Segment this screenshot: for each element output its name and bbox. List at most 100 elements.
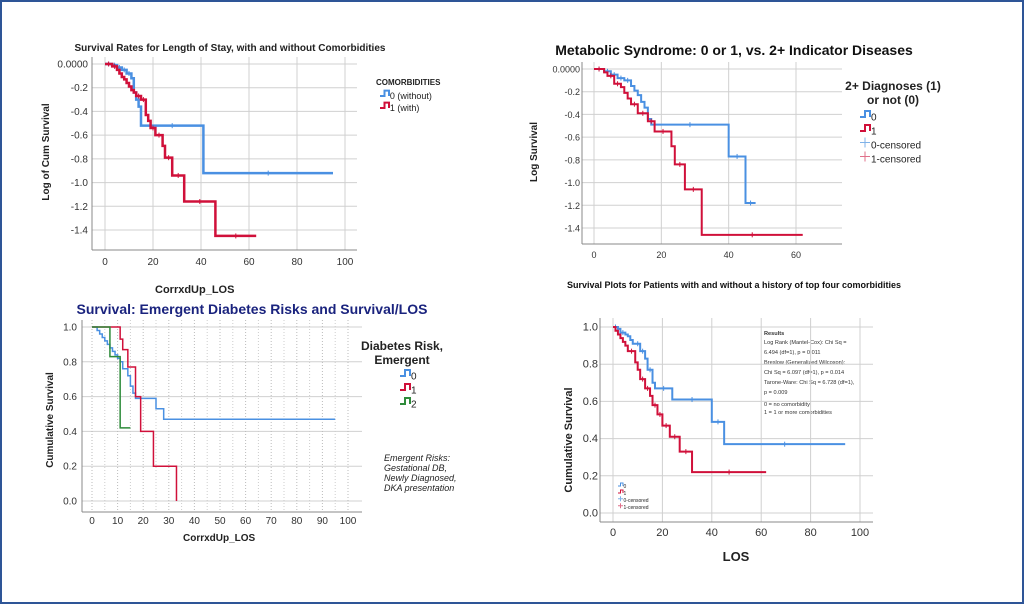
x-tick-label: 40 [706, 527, 718, 539]
x-tick-label: 40 [189, 516, 201, 527]
series-line-1 [92, 326, 178, 501]
x-tick-label: 20 [138, 516, 150, 527]
x-tick-label: 20 [656, 250, 666, 260]
legend-label: 1-censored [871, 155, 921, 166]
y-tick-label: 0.8 [583, 359, 598, 371]
results-line: Log Rank (Mantel-Cox): Chi Sq = [764, 340, 847, 346]
x-tick-label: 100 [340, 516, 357, 527]
legend-label: 1 (with) [390, 103, 420, 113]
legend-step-icon [380, 101, 390, 109]
x-tick-label: 70 [266, 516, 278, 527]
chart-title: Metabolic Syndrome: 0 or 1, vs. 2+ Indic… [555, 42, 913, 58]
results-line: Chi Sq = 6.097 (df=1), p = 0.014 [764, 370, 844, 376]
y-tick-label: -1.4 [564, 224, 580, 234]
results-line: 1 = 1 or more comorbidities [764, 410, 832, 416]
y-tick-label: -1.4 [71, 226, 89, 237]
annotation-line: Gestational DB, [384, 463, 447, 473]
legend-step-icon [618, 489, 624, 494]
legend-label: 2 [411, 400, 417, 411]
legend-title-line2: or not (0) [867, 93, 919, 107]
legend-step-icon [400, 397, 411, 405]
x-tick-label: 40 [724, 250, 734, 260]
x-tick-label: 90 [317, 516, 329, 527]
legend-step-icon [860, 124, 871, 132]
y-axis-label: Log Survival [529, 122, 540, 182]
x-tick-label: 80 [291, 516, 303, 527]
legend-step-icon [618, 482, 624, 487]
x-tick-label: 100 [851, 527, 869, 539]
y-tick-label: 0.2 [583, 470, 598, 482]
gridlines [600, 318, 873, 522]
legend-step-icon [860, 110, 871, 118]
y-tick-label: -0.4 [71, 107, 89, 118]
y-tick-label: 0.2 [63, 462, 77, 473]
x-axis-label: LOS [723, 549, 750, 564]
legend-label: 1-censored [624, 505, 649, 511]
y-axis-label: Log of Cum Survival [41, 103, 52, 200]
results-line: 6.494 (df=1), p = 0.011 [764, 350, 821, 356]
x-tick-label: 30 [163, 516, 175, 527]
y-tick-label: 0.6 [583, 396, 598, 408]
chart-title: Survival Plots for Patients with and wit… [567, 280, 901, 290]
chart-comorbidities-log-survival: Survival Rates for Length of Stay, with … [41, 43, 441, 296]
y-tick-label: -0.6 [71, 131, 89, 142]
x-tick-label: 20 [656, 527, 668, 539]
legend-title-line1: 2+ Diagnoses (1) [845, 79, 941, 93]
y-tick-label: 0.4 [583, 433, 598, 445]
x-tick-label: 60 [791, 250, 801, 260]
series-line-1 [594, 68, 803, 236]
gridlines [82, 320, 362, 512]
x-tick-label: 80 [291, 257, 303, 268]
x-tick-label: 10 [112, 516, 124, 527]
y-tick-label: 0.8 [63, 357, 77, 368]
legend-label: 1 [624, 491, 627, 497]
legend-label: 1 [871, 127, 877, 138]
x-axis-label: CorrxdUp_LOS [183, 533, 256, 544]
chart-title: Survival Rates for Length of Stay, with … [75, 43, 386, 54]
x-tick-label: 0 [102, 257, 108, 268]
x-tick-label: 60 [755, 527, 767, 539]
x-tick-label: 80 [804, 527, 816, 539]
annotation-emergent-risks: Emergent Risks:Gestational DB,Newly Diag… [384, 453, 457, 493]
y-tick-label: -0.8 [564, 155, 580, 165]
y-tick-label: -0.4 [564, 110, 580, 120]
legend-label: 0 [871, 113, 877, 124]
y-tick-label: -1.2 [71, 202, 89, 213]
series-line-0 [92, 326, 336, 420]
legend-label: 0 (without) [390, 91, 432, 101]
legend-label: 0 [411, 372, 417, 383]
y-tick-label: -1.0 [71, 178, 89, 189]
x-tick-label: 0 [89, 516, 95, 527]
results-box: Results Log Rank (Mantel-Cox): Chi Sq = 6.… [762, 328, 872, 416]
y-axis-label: Cumulative Survival [45, 372, 56, 468]
chart-top-four-comorbidities: Survival Plots for Patients with and wit… [563, 280, 901, 564]
results-line: Results [764, 331, 784, 337]
chart-metabolic-syndrome: Metabolic Syndrome: 0 or 1, vs. 2+ Indic… [529, 42, 941, 260]
y-tick-label: -1.0 [564, 178, 580, 188]
y-tick-label: -0.2 [564, 87, 580, 97]
x-tick-label: 60 [240, 516, 252, 527]
legend-step-icon [380, 89, 390, 97]
y-axis-label: Cumulative Survival [563, 387, 575, 492]
results-line: Breslow (Generalized Wilcoxon): [764, 360, 846, 366]
y-tick-label: -1.2 [564, 201, 580, 211]
chart-emergent-diabetes: Survival: Emergent Diabetes Risks and Su… [45, 301, 457, 544]
x-tick-label: 50 [214, 516, 226, 527]
y-tick-label: 0.4 [63, 427, 77, 438]
y-tick-label: -0.8 [71, 154, 89, 165]
gridlines [582, 62, 842, 244]
y-tick-label: 1.0 [583, 322, 598, 334]
x-tick-label: 100 [337, 257, 354, 268]
results-line: Tarone-Ware: Chi Sq = 6.728 (df=1), [764, 380, 855, 386]
annotation-line: Newly Diagnosed, [384, 473, 457, 483]
annotation-line: DKA presentation [384, 483, 454, 493]
y-tick-label: 0.6 [63, 392, 77, 403]
y-tick-label: 0.0000 [57, 60, 88, 71]
series-line-1 [613, 326, 767, 474]
y-tick-label: 0.0000 [552, 65, 580, 75]
results-line: 0 = no comorbidity [764, 402, 810, 408]
x-axis-label: CorrxdUp_LOS [155, 284, 234, 296]
legend-title-line2: Emergent [374, 353, 429, 367]
